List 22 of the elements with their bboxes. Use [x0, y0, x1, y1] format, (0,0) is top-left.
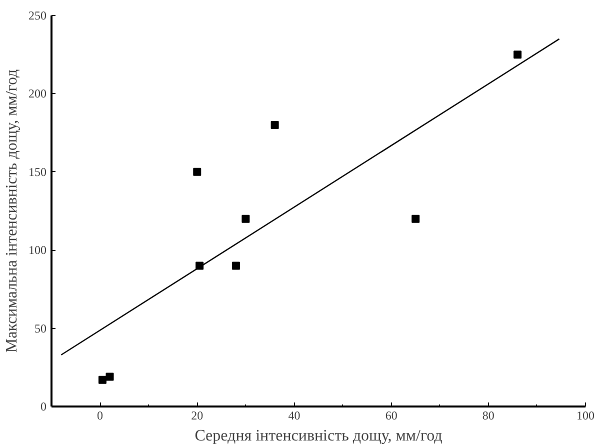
y-tick-label: 0 — [40, 400, 46, 414]
x-tick-label: 40 — [288, 408, 300, 422]
x-tick-label: 100 — [576, 408, 594, 422]
point — [242, 214, 250, 223]
x-tick-label: 80 — [482, 408, 494, 422]
x-tick-label: 0 — [97, 408, 104, 422]
y-tick-label: 250 — [28, 8, 46, 22]
point — [193, 168, 202, 176]
point — [98, 376, 106, 384]
point — [514, 50, 522, 59]
y-tick-label: 50 — [34, 321, 46, 336]
point — [232, 262, 240, 270]
point — [270, 120, 279, 129]
y-axis-title: Максимальна інтенсивність дощу, мм/год — [4, 69, 20, 353]
point — [106, 372, 114, 381]
point — [412, 214, 420, 223]
x-axis-title: Середня інтенсивність дощу, мм/год — [194, 428, 442, 444]
x-tick-label: 60 — [385, 408, 398, 422]
x-tick-label: 20 — [191, 408, 204, 422]
y-tick-label: 200 — [28, 86, 46, 101]
y-tick-label: 150 — [28, 164, 46, 179]
y-tick-label: 100 — [28, 243, 46, 258]
